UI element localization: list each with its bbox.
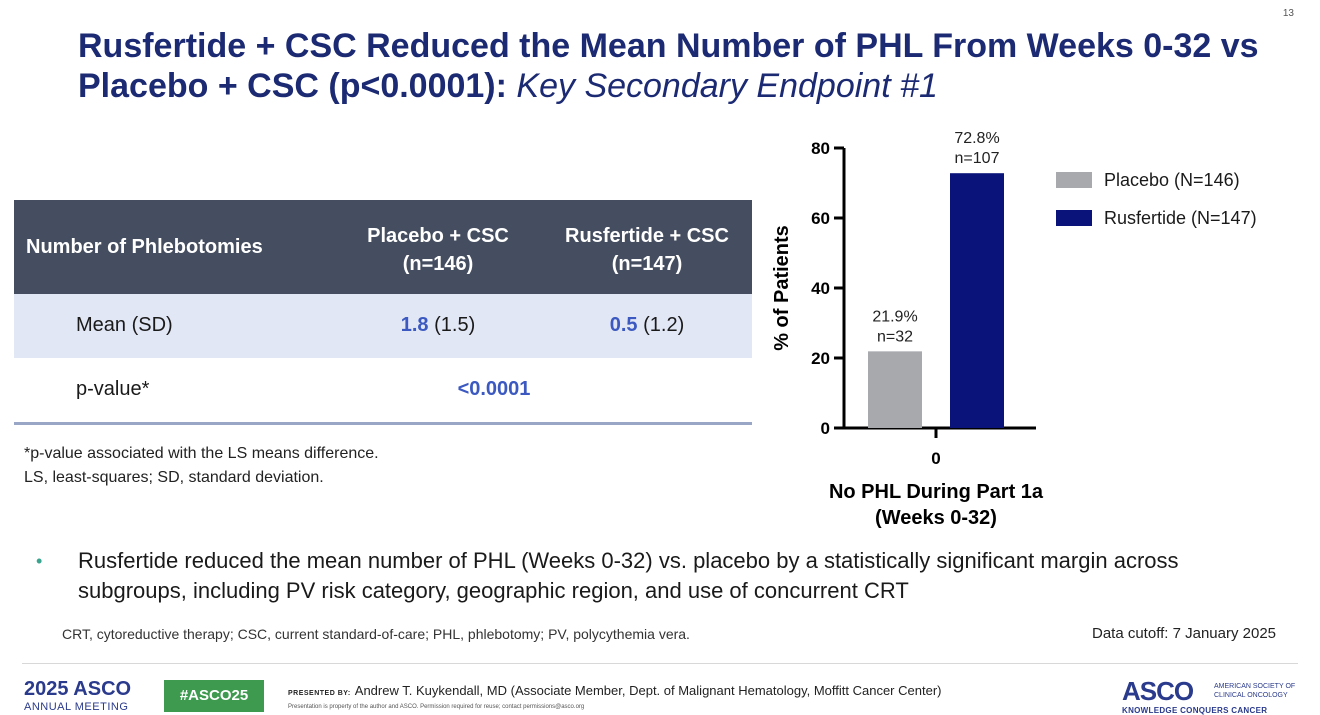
hashtag-badge: #ASCO25 (164, 680, 264, 712)
society-line1: AMERICAN SOCIETY OF (1214, 683, 1296, 690)
placebo-mean-cell: 1.8 (1.5) (338, 314, 538, 337)
table-row-pvalue: p-value* <0.0001 (14, 358, 752, 422)
x-axis-label-line2: (Weeks 0-32) (875, 507, 997, 529)
society-line2: CLINICAL ONCOLOGY (1214, 692, 1288, 699)
footnote-line2: LS, least-squares; SD, standard deviatio… (24, 469, 324, 486)
bar-label-pct: 72.8% (954, 130, 999, 147)
bar-label-n: n=32 (877, 328, 913, 345)
asco-society: AMERICAN SOCIETY OF CLINICAL ONCOLOGY (1214, 682, 1295, 700)
bar-rusfertide (950, 173, 1004, 428)
bar-chart: 0 20 40 60 80 0 21.9% n=32 72.8% n=107 % of Patien… (760, 120, 1300, 540)
asco-tagline: KNOWLEDGE CONQUERS CANCER (1122, 706, 1268, 715)
header-col-placebo: Placebo + CSC (n=146) (338, 222, 538, 278)
x-axis-label-line1: No PHL During Part 1a (829, 481, 1044, 503)
page-number: 13 (1282, 8, 1294, 19)
legend-swatch (1056, 210, 1092, 226)
rusfertide-sd: (1.2) (637, 314, 685, 336)
y-tick-label: 80 (811, 139, 830, 158)
header-rusfertide-line1: Rusfertide + CSC (565, 225, 729, 247)
presenter-line: PRESENTED BY: Andrew T. Kuykendall, MD (A… (288, 683, 941, 698)
slide-title: Rusfertide + CSC Reduced the Mean Number… (78, 26, 1278, 106)
asco-logo: ASCO AMERICAN SOCIETY OF CLINICAL ONCOLO… (1122, 676, 1302, 715)
chart-svg: 0 20 40 60 80 0 21.9% n=32 72.8% n=107 % of Patien… (771, 130, 1257, 529)
asco-meeting-logo: 2025 ASCO ANNUAL MEETING (24, 678, 131, 713)
table-row-mean: Mean (SD) 1.8 (1.5) 0.5 (1.2) (14, 294, 752, 358)
presented-label: PRESENTED BY: (288, 690, 351, 697)
rusfertide-mean: 0.5 (609, 314, 638, 336)
header-rusfertide-line2: (n=147) (611, 253, 683, 275)
legend-swatch (1056, 172, 1092, 188)
footnote-line1: *p-value associated with the LS means di… (24, 445, 379, 462)
y-tick-label: 60 (811, 209, 830, 228)
legend-label: Rusfertide (N=147) (1104, 208, 1257, 228)
header-col-rusfertide: Rusfertide + CSC (n=147) (547, 222, 747, 278)
abbreviations: CRT, cytoreductive therapy; CSC, current… (62, 626, 690, 642)
placebo-mean: 1.8 (400, 314, 429, 336)
y-tick-label: 0 (821, 419, 830, 438)
bar-label-pct: 21.9% (872, 308, 917, 325)
footer-divider (22, 663, 1298, 664)
legend-label: Placebo (N=146) (1104, 170, 1240, 190)
header-placebo-line2: (n=146) (402, 253, 474, 275)
y-tick-label: 40 (811, 279, 830, 298)
phlebotomy-table: Number of Phlebotomies Placebo + CSC (n=… (14, 200, 752, 425)
header-placebo-line1: Placebo + CSC (367, 225, 509, 247)
presenter-name: Andrew T. Kuykendall, MD (Associate Memb… (354, 683, 942, 698)
header-col-label: Number of Phlebotomies (26, 236, 263, 258)
meeting-year: 2025 ASCO (24, 678, 132, 700)
table-footnotes: *p-value associated with the LS means di… (24, 442, 379, 490)
y-tick-label: 20 (811, 349, 830, 368)
data-cutoff: Data cutoff: 7 January 2025 (1091, 625, 1276, 642)
title-main: Rusfertide + CSC Reduced the Mean Number… (78, 27, 1259, 105)
bullet-text: Rusfertide reduced the mean number of PH… (78, 548, 1179, 603)
x-tick-label: 0 (931, 449, 940, 468)
bar-placebo (868, 351, 922, 428)
asco-logo-word: ASCO (1122, 676, 1194, 706)
mean-label: Mean (SD) (76, 314, 173, 336)
bar-label-n: n=107 (955, 150, 1000, 167)
meeting-sub: ANNUAL MEETING (24, 701, 129, 713)
pvalue-value: <0.0001 (457, 378, 531, 400)
pvalue-label: p-value* (76, 378, 150, 400)
table-bottom-rule (14, 422, 752, 425)
reuse-notice: Presentation is property of the author a… (288, 704, 585, 710)
table-header: Number of Phlebotomies Placebo + CSC (n=… (14, 200, 752, 294)
bullet-dot: • (36, 551, 43, 571)
title-italic: Key Secondary Endpoint #1 (516, 67, 938, 105)
rusfertide-mean-cell: 0.5 (1.2) (547, 314, 747, 337)
y-axis-label: % of Patients (771, 225, 793, 351)
placebo-sd: (1.5) (428, 314, 476, 336)
